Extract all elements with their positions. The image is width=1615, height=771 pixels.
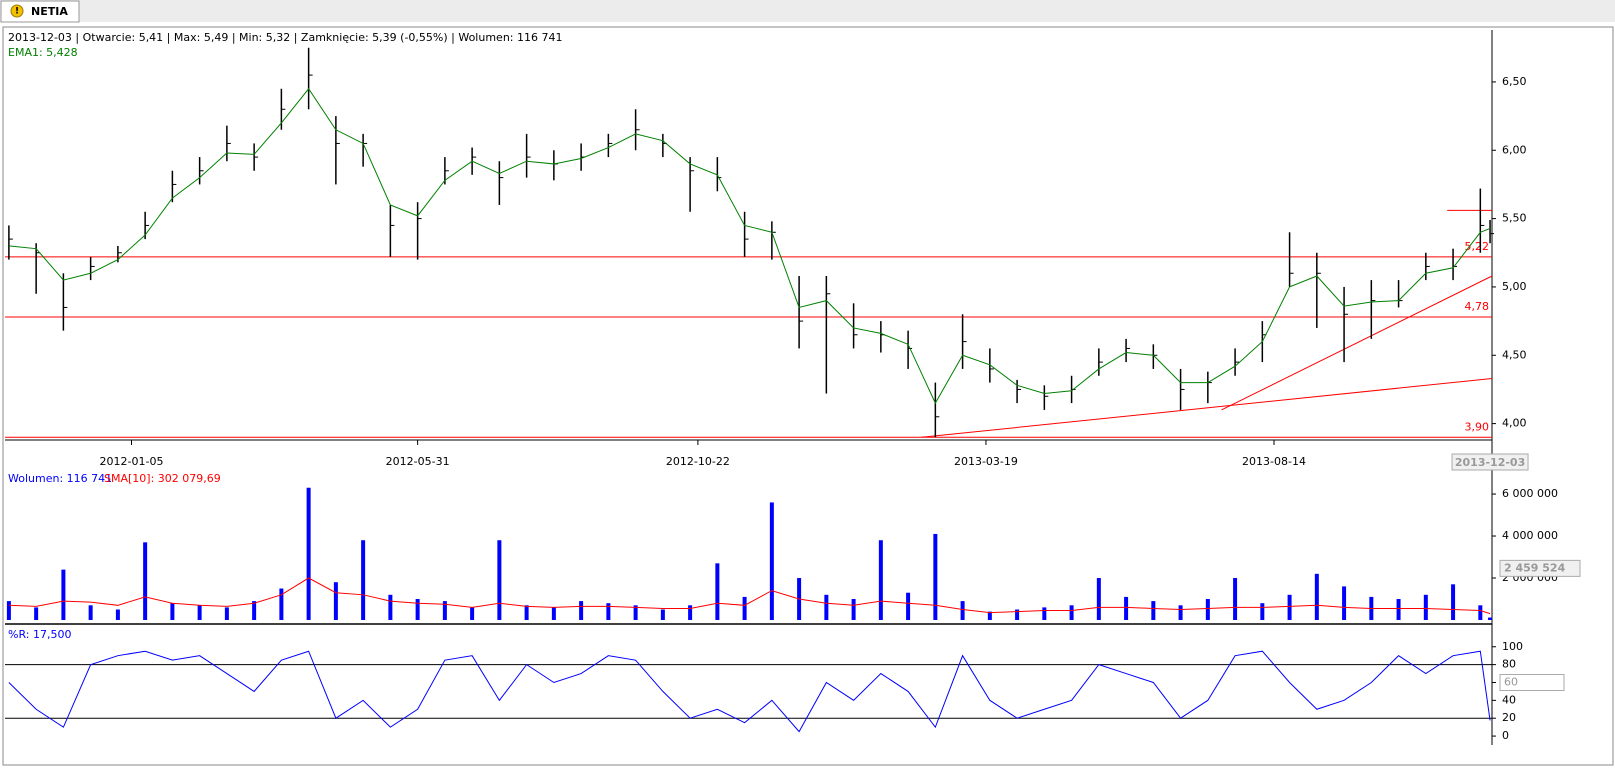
cursor-value-label: 2 459 524	[1504, 561, 1566, 574]
volume-bar	[306, 487, 311, 620]
y-tick-label: 4,00	[1502, 417, 1527, 430]
volume-bar	[34, 607, 39, 620]
volume-bar	[115, 609, 120, 620]
y-tick-label: 100	[1502, 640, 1523, 653]
volume-bar	[170, 603, 175, 620]
volume-bar	[851, 599, 856, 620]
volume-bar	[1260, 603, 1265, 620]
volume-bar	[824, 594, 829, 620]
volume-bar	[524, 605, 529, 620]
volume-bar	[715, 563, 720, 620]
trend-line	[1221, 275, 1493, 411]
volume-bar	[960, 601, 965, 620]
volume-bar	[906, 592, 911, 620]
trend-line	[921, 378, 1493, 438]
volume-bar	[606, 603, 611, 620]
ema-line	[8, 87, 1491, 405]
volume-bar	[1015, 609, 1020, 620]
volume-bar	[1451, 584, 1456, 620]
volume-bar	[551, 607, 556, 620]
tab-bar	[0, 0, 1615, 22]
volume-bar	[1096, 578, 1101, 620]
volume-bar	[1233, 578, 1238, 620]
sma-line	[8, 577, 1491, 615]
volume-bar	[769, 502, 774, 620]
volume-bar	[1205, 599, 1210, 620]
volume-bar	[252, 601, 257, 620]
volume-bar	[633, 605, 638, 620]
volume-bar	[1069, 605, 1074, 620]
volume-bar	[1151, 601, 1156, 620]
volume-bar	[933, 533, 938, 620]
volume-header: Wolumen: 116 741	[8, 472, 112, 485]
volume-bar	[878, 540, 883, 620]
wr-line	[8, 650, 1491, 733]
volume-bar	[660, 609, 665, 620]
cursor-value-box	[1499, 673, 1565, 691]
cursor-x-box	[1451, 453, 1529, 471]
cursor-value-label: 60	[1504, 675, 1518, 688]
volume-bar	[6, 601, 11, 620]
x-tick-label: 2012-10-22	[666, 455, 730, 468]
x-tick-label: 2012-01-05	[100, 455, 164, 468]
volume-bar	[361, 540, 366, 620]
warning-icon	[10, 4, 24, 18]
y-tick-label: 40	[1502, 693, 1516, 706]
volume-bar	[1342, 586, 1347, 620]
volume-bar	[1478, 605, 1483, 620]
y-tick-label: 0	[1502, 729, 1509, 742]
volume-bar	[88, 605, 93, 620]
level-label: 5,22	[1465, 240, 1490, 253]
y-tick-label: 6,50	[1502, 75, 1527, 88]
volume-bar	[987, 611, 992, 620]
y-tick-label: 6,00	[1502, 143, 1527, 156]
volume-bar	[143, 542, 148, 620]
volume-bar	[442, 601, 447, 620]
volume-bar	[279, 588, 284, 620]
y-tick-label: 5,00	[1502, 280, 1527, 293]
volume-bar	[1178, 605, 1183, 620]
volume-bar	[1488, 617, 1493, 620]
y-tick-label: 20	[1502, 711, 1516, 724]
x-tick-label: 2012-05-31	[386, 455, 450, 468]
y-tick-label: 4,50	[1502, 348, 1527, 361]
volume-bar	[61, 569, 66, 620]
volume-bar	[1314, 573, 1319, 620]
volume-bar	[497, 540, 502, 620]
volume-bar	[1287, 594, 1292, 620]
wr-header: %R: 17,500	[8, 628, 71, 641]
volume-bar	[470, 607, 475, 620]
y-tick-label: 5,50	[1502, 212, 1527, 225]
volume-bar	[579, 601, 584, 620]
price-header: 2013-12-03 | Otwarcie: 5,41 | Max: 5,49 …	[8, 31, 562, 44]
ema-label: EMA1: 5,428	[8, 46, 78, 59]
volume-bar	[333, 582, 338, 620]
level-label: 3,90	[1465, 420, 1490, 433]
volume-bar	[1423, 594, 1428, 620]
level-label: 4,78	[1465, 300, 1490, 313]
volume-bar	[224, 607, 229, 620]
chart-frame	[2, 26, 1614, 766]
tab-title: NETIA	[31, 5, 68, 18]
cursor-value-box	[1499, 559, 1581, 577]
cursor-x-label: 2013-12-03	[1455, 456, 1525, 469]
volume-bar	[688, 605, 693, 620]
sma-header: SMA[10]: 302 079,69	[104, 472, 221, 485]
volume-bar	[1396, 599, 1401, 620]
x-tick-label: 2013-03-19	[954, 455, 1018, 468]
volume-bar	[197, 605, 202, 620]
y-tick-label: 4 000 000	[1502, 529, 1558, 542]
volume-bar	[415, 599, 420, 620]
warning-icon-mark: !	[15, 7, 19, 17]
volume-bar	[1042, 607, 1047, 620]
volume-bar	[742, 596, 747, 620]
volume-bar	[1124, 596, 1129, 620]
y-tick-label: 6 000 000	[1502, 487, 1558, 500]
y-tick-label: 80	[1502, 658, 1516, 671]
volume-bar	[388, 594, 393, 620]
x-tick-label: 2013-08-14	[1242, 455, 1306, 468]
